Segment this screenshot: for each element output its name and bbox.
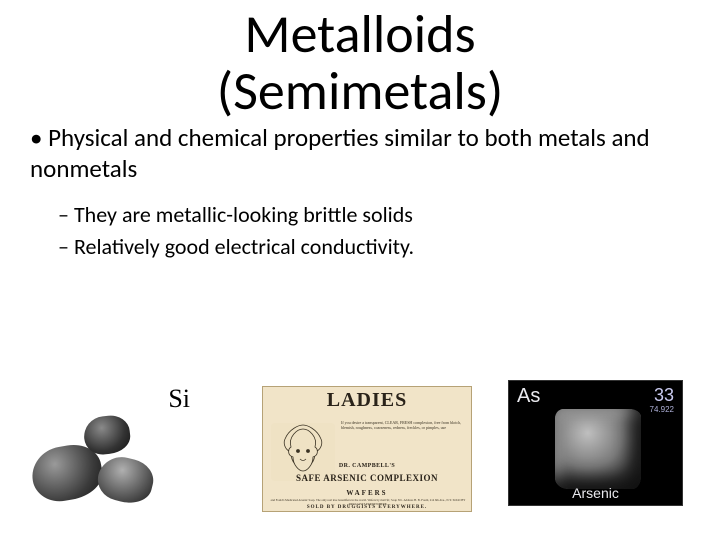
ad-footer: SOLD BY DRUGGISTS EVERYWHERE.: [263, 505, 471, 510]
ad-wafers: WAFERS: [263, 489, 471, 497]
arsenic-atomic-number: 33: [654, 385, 674, 406]
figure-arsenic-ad: LADIES If you desire a transparent, CLEA…: [262, 386, 472, 512]
arsenic-atomic-mass: 74.922: [650, 405, 674, 414]
silicon-rock-icon: [93, 452, 157, 508]
slide: { "title": { "line1": "Metalloids", "lin…: [0, 0, 720, 540]
ad-product: SAFE ARSENIC COMPLEXION: [263, 473, 471, 483]
bullet-sub-2: Relatively good electrical conductivity.: [58, 233, 690, 262]
arsenic-name: Arsenic: [509, 485, 682, 501]
ad-paragraph: If you desire a transparent, CLEAR, FRES…: [341, 421, 465, 431]
ad-headline: LADIES: [263, 389, 471, 412]
figure-row: Si LADIES If you desire a transparent, C…: [20, 380, 700, 530]
silicon-rock-icon: [82, 414, 132, 457]
bullet-sub-1: They are metallic-looking brittle solids: [58, 201, 690, 230]
arsenic-rock-icon: [555, 409, 641, 489]
figure-arsenic-tile: As 33 74.922 Arsenic: [508, 380, 683, 506]
figure-silicon: Si: [20, 380, 230, 505]
bullet-list: Physical and chemical properties similar…: [30, 122, 690, 266]
title-line-2: (Semimetals): [0, 63, 720, 120]
arsenic-symbol: As: [517, 385, 540, 408]
ad-credit: DR. CAMPBELL'S: [263, 463, 471, 469]
bullet-main: Physical and chemical properties similar…: [30, 122, 690, 185]
silicon-symbol: Si: [168, 384, 190, 414]
slide-title: Metalloids (Semimetals): [0, 6, 720, 119]
title-line-1: Metalloids: [0, 6, 720, 63]
